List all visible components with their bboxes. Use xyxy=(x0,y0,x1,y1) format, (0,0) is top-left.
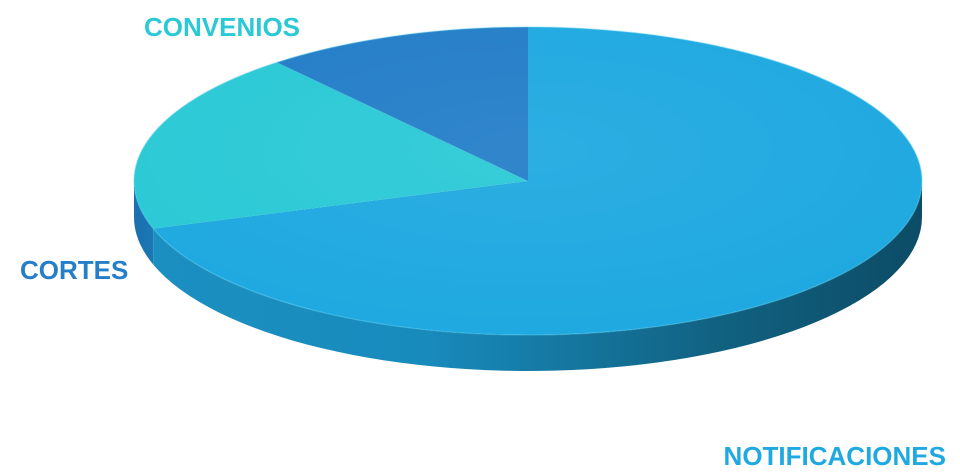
pie-top-layer xyxy=(133,26,923,336)
pie-side-layer xyxy=(134,181,922,371)
label-notificaciones: NOTIFICACIONES xyxy=(724,441,946,471)
pie-rim-highlight xyxy=(133,26,923,336)
pie-label-layer: NOTIFICACIONES CONVENIOS CORTES xyxy=(20,12,946,471)
pie-side-convenios xyxy=(134,181,154,265)
label-cortes: CORTES xyxy=(20,255,128,285)
label-convenios: CONVENIOS xyxy=(144,12,300,42)
pie-side-notificaciones xyxy=(153,181,922,371)
